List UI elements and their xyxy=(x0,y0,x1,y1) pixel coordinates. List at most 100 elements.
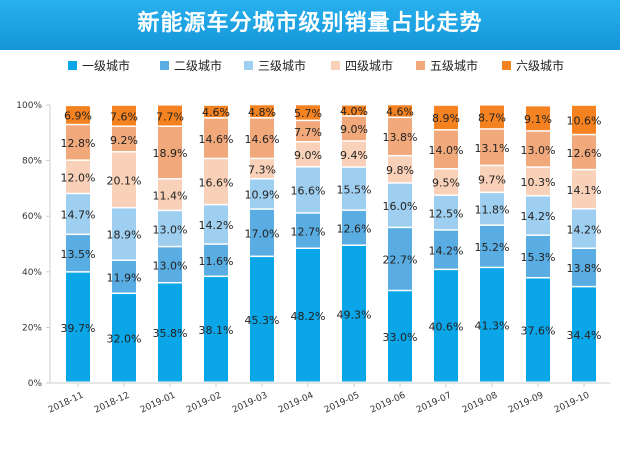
bar-segment xyxy=(66,160,90,193)
bar-segment xyxy=(342,116,366,141)
bar-segment xyxy=(388,183,412,227)
bar-segment xyxy=(66,125,90,160)
bar-segment xyxy=(112,105,136,126)
bar-segment xyxy=(112,152,136,207)
data-label: 4.0% xyxy=(340,105,368,118)
y-tick-label: 60% xyxy=(22,212,42,222)
x-tick-label: 2019-08 xyxy=(461,391,500,416)
bar-segment xyxy=(66,194,90,234)
data-label: 11.4% xyxy=(153,189,188,202)
bar-segment xyxy=(296,249,320,382)
data-label: 14.2% xyxy=(199,219,234,232)
bar-segment xyxy=(526,278,550,382)
data-label: 7.6% xyxy=(110,110,138,123)
data-label: 9.4% xyxy=(340,149,368,162)
data-label: 12.5% xyxy=(429,207,464,220)
data-label: 34.4% xyxy=(567,329,602,342)
x-tick-label: 2019-04 xyxy=(277,391,316,416)
bar-segment xyxy=(434,130,458,168)
data-label: 15.3% xyxy=(521,251,556,264)
data-label: 13.8% xyxy=(383,131,418,144)
data-label: 8.7% xyxy=(478,112,506,125)
legend-swatch xyxy=(160,61,169,70)
bar-segment xyxy=(526,167,550,195)
bar-segment xyxy=(388,156,412,183)
legend-label: 五级城市 xyxy=(430,58,478,73)
bar-segment xyxy=(250,209,274,256)
data-label: 9.0% xyxy=(294,149,322,162)
data-label: 16.6% xyxy=(291,185,326,198)
data-label: 12.7% xyxy=(291,225,326,238)
bar-segment xyxy=(480,225,504,267)
data-label: 16.6% xyxy=(199,176,234,189)
bar-segment xyxy=(572,105,596,134)
x-tick-label: 2019-01 xyxy=(139,391,177,416)
data-label: 13.0% xyxy=(153,223,188,236)
bar-segment xyxy=(480,129,504,165)
bar-segment xyxy=(526,131,550,167)
data-label: 11.6% xyxy=(199,255,234,268)
stacked-bar-chart: 一级城市 二级城市 三级城市 四级城市 五级城市 六级城市 0% 20% 40% 60% 80% 10… xyxy=(16,58,610,416)
bar-segment xyxy=(158,211,182,246)
bar-segment xyxy=(434,195,458,230)
data-label: 13.0% xyxy=(521,144,556,157)
bar-segment xyxy=(158,105,182,126)
legend-swatch xyxy=(244,61,253,70)
bar-segment xyxy=(388,105,412,117)
y-tick-label: 80% xyxy=(22,157,42,167)
x-tick-label: 2019-02 xyxy=(185,391,223,416)
bar-segment xyxy=(388,118,412,155)
data-label: 16.0% xyxy=(383,200,418,213)
data-label: 22.7% xyxy=(383,254,418,267)
y-tick-label: 40% xyxy=(22,268,42,278)
bar-segment xyxy=(112,126,136,152)
data-label: 11.9% xyxy=(107,271,142,284)
y-tick-label: 100% xyxy=(16,101,42,111)
data-label: 10.3% xyxy=(521,176,556,189)
data-label: 9.8% xyxy=(386,164,414,177)
y-tick-label: 0% xyxy=(28,379,43,389)
x-tick-label: 2018-12 xyxy=(93,391,131,416)
bar-segment xyxy=(342,141,366,167)
bar-segment xyxy=(342,210,366,245)
bar-segment xyxy=(572,170,596,209)
bar-segment xyxy=(526,235,550,277)
data-label: 35.8% xyxy=(153,327,188,340)
chart-title: 新能源车分城市级别销量占比走势 xyxy=(0,0,620,50)
bar-segment xyxy=(342,245,366,382)
data-label: 9.1% xyxy=(524,113,552,126)
data-label: 9.0% xyxy=(340,123,368,136)
x-tick-label: 2019-03 xyxy=(231,391,269,416)
bar-segment xyxy=(204,159,228,204)
y-tick-label: 20% xyxy=(22,323,42,333)
data-label: 39.7% xyxy=(61,322,96,335)
data-label: 49.3% xyxy=(337,308,372,321)
bar-segment xyxy=(158,283,182,382)
bar-segment xyxy=(572,135,596,169)
data-label: 12.6% xyxy=(567,147,602,160)
data-label: 14.0% xyxy=(429,144,464,157)
bar-segment xyxy=(204,277,228,382)
bar-segment xyxy=(388,228,412,290)
bar-segment xyxy=(66,235,90,272)
legend-swatch xyxy=(68,61,77,70)
data-label: 9.5% xyxy=(432,177,460,190)
data-label: 4.8% xyxy=(248,106,276,119)
x-tick-label: 2019-10 xyxy=(553,391,592,416)
bar-segment xyxy=(112,294,136,382)
data-label: 12.0% xyxy=(61,172,96,185)
data-label: 4.6% xyxy=(202,106,230,119)
bar-segment xyxy=(204,244,228,276)
data-label: 41.3% xyxy=(475,320,510,333)
data-label: 7.7% xyxy=(294,126,322,139)
data-label: 14.6% xyxy=(245,133,280,146)
bar-segment xyxy=(296,213,320,248)
bar-segment xyxy=(296,121,320,142)
legend-label: 二级城市 xyxy=(174,58,222,73)
data-label: 18.9% xyxy=(107,229,142,242)
bar-segment xyxy=(526,106,550,131)
bar-segment xyxy=(250,257,274,382)
bar-segment xyxy=(250,118,274,158)
data-label: 20.1% xyxy=(107,174,142,187)
data-label: 9.7% xyxy=(478,174,506,187)
